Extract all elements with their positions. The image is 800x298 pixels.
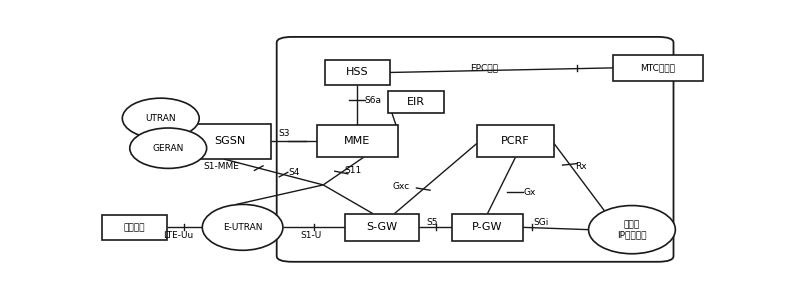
- Text: SGi: SGi: [534, 218, 549, 227]
- Text: S4: S4: [289, 168, 300, 177]
- Text: Rx: Rx: [574, 162, 586, 171]
- Text: S5: S5: [426, 218, 438, 227]
- Text: 移动终端: 移动终端: [123, 223, 145, 232]
- Text: S3: S3: [278, 129, 290, 138]
- FancyBboxPatch shape: [477, 125, 554, 157]
- Text: EIR: EIR: [407, 97, 426, 107]
- Ellipse shape: [130, 128, 206, 168]
- FancyBboxPatch shape: [190, 124, 270, 159]
- Text: Gx: Gx: [523, 188, 536, 197]
- FancyBboxPatch shape: [102, 215, 166, 240]
- Text: P-GW: P-GW: [472, 222, 502, 232]
- Text: S-GW: S-GW: [366, 222, 398, 232]
- FancyBboxPatch shape: [317, 125, 398, 157]
- FancyBboxPatch shape: [325, 60, 390, 85]
- Ellipse shape: [589, 206, 675, 254]
- Text: UTRAN: UTRAN: [146, 114, 176, 123]
- Text: S6a: S6a: [365, 95, 382, 105]
- Text: MTC服务器: MTC服务器: [641, 63, 675, 72]
- Text: S1-U: S1-U: [300, 231, 322, 240]
- Ellipse shape: [122, 98, 199, 139]
- FancyBboxPatch shape: [277, 37, 674, 262]
- Text: SGSN: SGSN: [214, 136, 246, 146]
- Text: Gxc: Gxc: [392, 182, 410, 191]
- Text: MME: MME: [344, 136, 370, 146]
- Text: S1-MME: S1-MME: [203, 162, 239, 171]
- FancyBboxPatch shape: [388, 91, 444, 113]
- Text: HSS: HSS: [346, 67, 369, 77]
- Text: LTE-Uu: LTE-Uu: [163, 231, 194, 240]
- Text: E-UTRAN: E-UTRAN: [223, 223, 262, 232]
- Text: EPC系统: EPC系统: [470, 63, 498, 72]
- Ellipse shape: [202, 204, 283, 250]
- Text: PCRF: PCRF: [501, 136, 530, 146]
- Text: GERAN: GERAN: [153, 144, 184, 153]
- FancyBboxPatch shape: [345, 214, 419, 241]
- Text: 运营商
IP业务网络: 运营商 IP业务网络: [618, 220, 646, 239]
- FancyBboxPatch shape: [452, 214, 523, 241]
- FancyBboxPatch shape: [613, 55, 703, 80]
- Text: S11: S11: [345, 166, 362, 175]
